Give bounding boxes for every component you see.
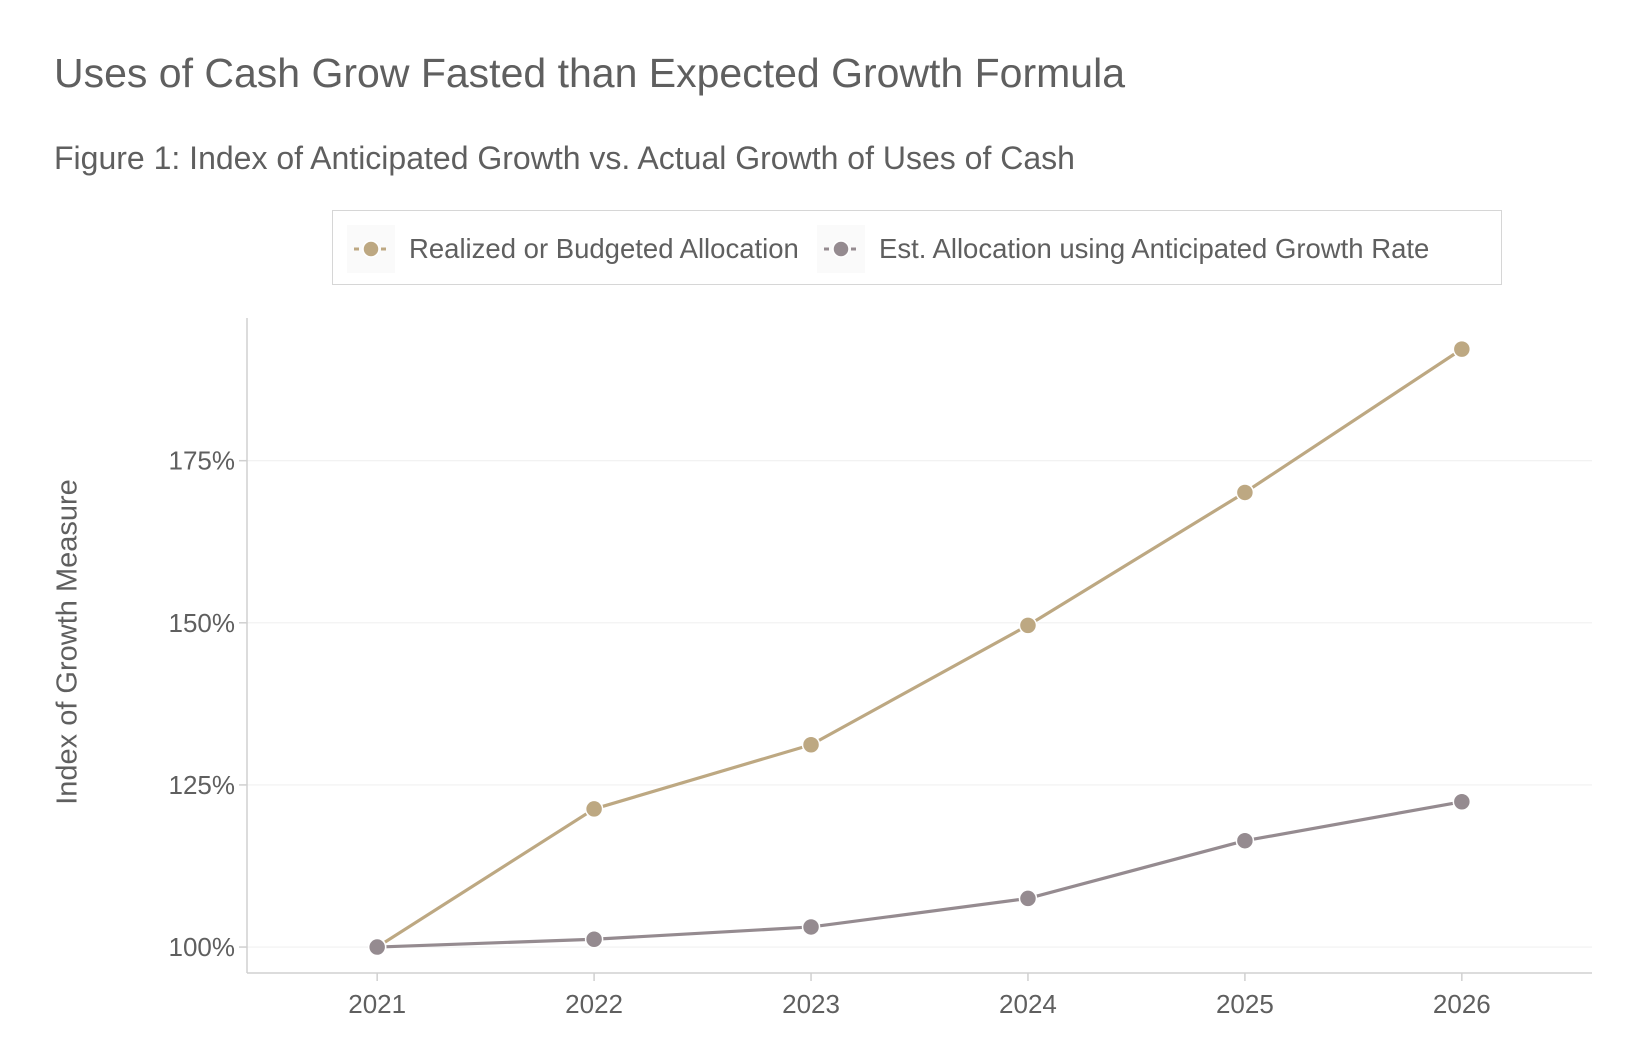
series-0-point-2	[801, 735, 821, 754]
series-0-point-5	[1452, 339, 1472, 359]
y-tick-label-3: 175%	[169, 446, 236, 476]
x-tick-label-0: 2021	[348, 989, 406, 1019]
x-tick-label-4: 2025	[1216, 989, 1274, 1019]
legend-label-realized: Realized or Budgeted Allocation	[409, 232, 799, 264]
legend: Realized or Budgeted Allocation Est. All…	[332, 210, 1502, 285]
y-tick-label-1: 125%	[169, 770, 236, 800]
legend-item-realized: Realized or Budgeted Allocation	[347, 211, 799, 286]
series-0-point-3	[1018, 616, 1038, 635]
chart-title: Uses of Cash Grow Fasted than Expected G…	[54, 50, 1126, 96]
series-1-point-2	[801, 917, 821, 937]
y-tick-label-0: 100%	[169, 932, 236, 962]
legend-key-realized	[347, 224, 395, 273]
legend-item-estimated: Est. Allocation using Anticipated Growth…	[817, 211, 1429, 286]
y-tick-label-2: 150%	[169, 608, 236, 638]
x-tick-label-5: 2026	[1433, 989, 1491, 1019]
x-tick-label-1: 2022	[565, 989, 623, 1019]
series-line-0	[376, 347, 1463, 949]
series-1-point-0	[367, 937, 387, 957]
x-tick-label-2: 2023	[782, 989, 840, 1019]
series-line-1	[377, 800, 1463, 949]
series-1-point-4	[1235, 831, 1255, 850]
series-0-point-4	[1235, 483, 1255, 502]
legend-key-estimated	[817, 224, 865, 273]
chart-subtitle: Figure 1: Index of Anticipated Growth vs…	[54, 140, 1075, 176]
x-tick-label-3: 2024	[999, 989, 1057, 1019]
series-1-point-5	[1452, 792, 1472, 812]
legend-marker-realized	[354, 239, 388, 258]
legend-marker-estimated	[824, 239, 858, 258]
series-0-point-1	[584, 799, 604, 819]
series-1-point-3	[1018, 889, 1038, 908]
series-1-point-1	[584, 930, 604, 949]
legend-label-estimated: Est. Allocation using Anticipated Growth…	[879, 232, 1430, 264]
